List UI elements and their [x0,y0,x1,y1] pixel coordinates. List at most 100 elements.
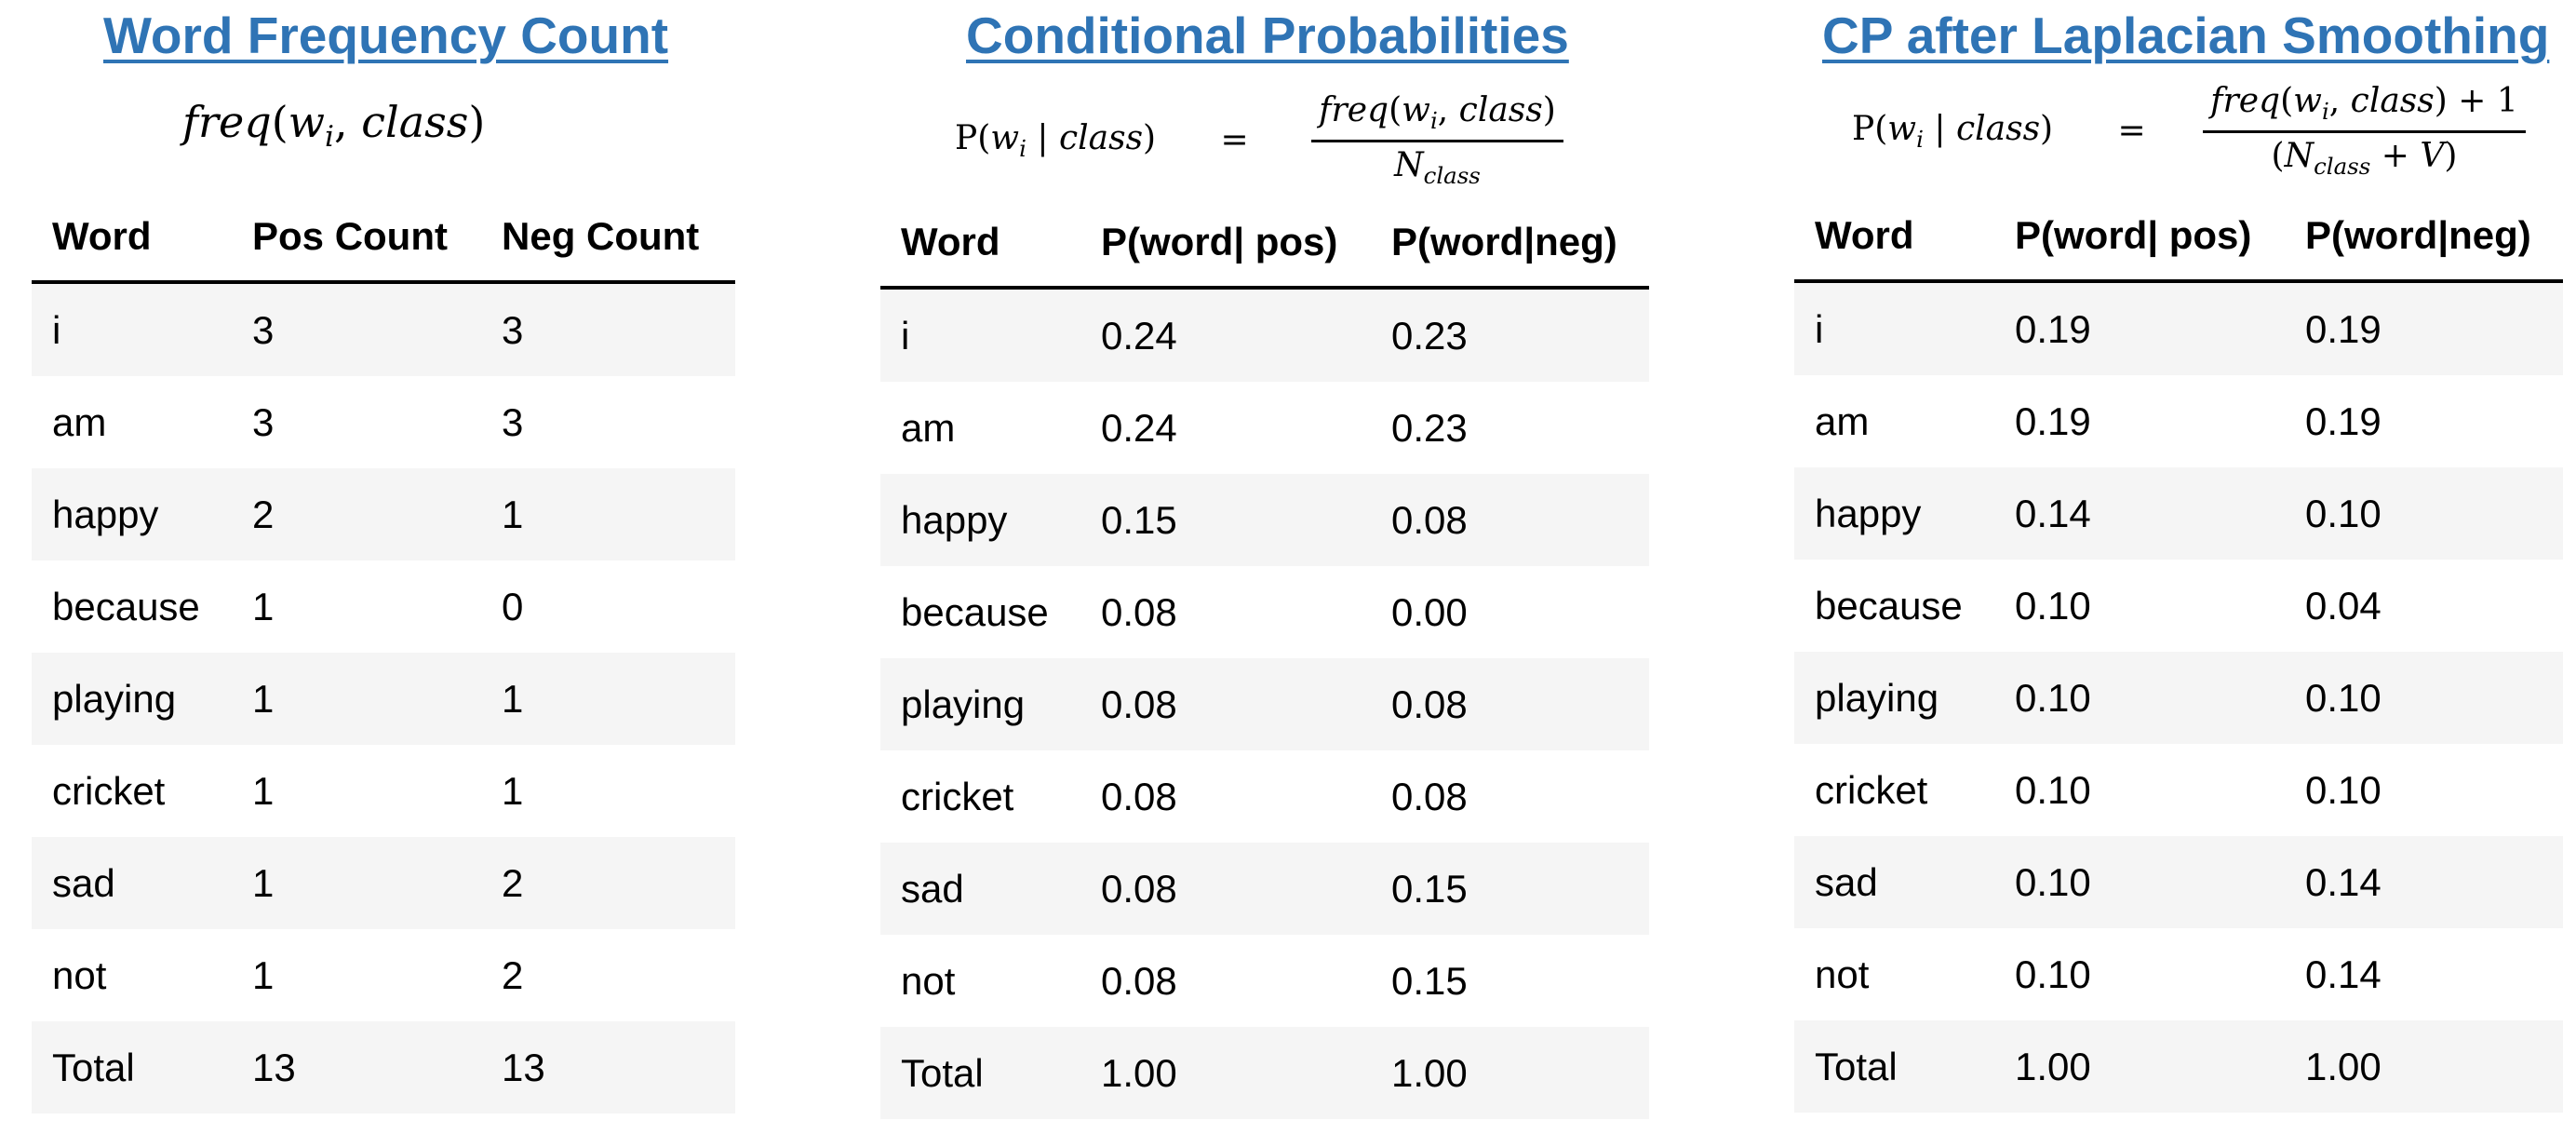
table-cell: 0.23 [1371,288,1649,382]
table-row: because 0.10 0.04 [1794,560,2563,652]
table-cell: 3 [252,399,275,444]
table-cell: playing [1794,652,1994,744]
column-header: Word [880,198,1080,290]
table-cell: 0.10 [2285,467,2563,560]
table-row: happy 0.14 0.10 [1794,467,2563,560]
table-cell: 1 [252,584,275,628]
table-cell: 0 [502,584,524,628]
table-cell: 0.14 [2305,952,2381,996]
table-cell: 0.10 [2015,767,2091,812]
table-cell: i [32,282,232,376]
table-cell: because [901,589,1049,634]
table-cell: 0.10 [2285,652,2563,744]
table-row: Total 1.00 1.00 [1794,1020,2563,1113]
table-cell: 0.19 [2285,281,2563,375]
table-cell: 1 [502,768,524,813]
table-row: not 0.10 0.14 [1794,928,2563,1020]
table-row: sad 1 2 [32,837,735,929]
table-cell: 0.10 [2305,767,2381,812]
table-row: sad 0.10 0.14 [1794,836,2563,928]
table-cell: 3 [481,282,735,376]
table-cell: not [901,958,956,1003]
panel-title-laplacian-smoothing: CP after Laplacian Smoothing [1822,7,2550,64]
table-row: sad 0.08 0.15 [880,843,1649,935]
table-cell: 0.04 [2305,583,2381,628]
table-cell: sad [1794,836,1994,928]
table-row: happy 0.15 0.08 [880,474,1649,566]
table-cell: sad [32,837,232,929]
table-cell: 13 [232,1021,481,1114]
column-header: P(word| pos) [1994,192,2285,283]
table-cell: 2 [232,468,481,560]
table-cell: happy [1794,467,1994,560]
table-cell: 0.19 [2305,398,2381,443]
table-cell: 0.15 [1080,474,1371,566]
table-header-row: Word P(word| pos) P(word|neg) [1794,192,2563,283]
table-word-frequency: Word Pos Count Neg Count i 3 3 am 3 3 happy 2 1 bec… [32,193,735,1114]
table-cell: Total [32,1021,232,1114]
table-cell: 0.08 [1101,589,1177,634]
table-cell: playing [880,658,1080,750]
table-cell: 0.08 [1080,658,1371,750]
table-cell: Total [1794,1020,1994,1113]
table-cell: 2 [502,952,524,997]
table-cell: 0.08 [1101,774,1177,818]
table-cell: 1 [252,768,275,813]
formula-freq: freq(wi, class) [182,97,486,155]
table-cell: 0.14 [1994,467,2285,560]
table-row: i 0.19 0.19 [1794,281,2563,375]
column-header: Pos Count [232,193,481,284]
table-cell: i [1794,281,1994,375]
table-cell: 0.10 [2015,583,2091,628]
table-cell: 0.08 [1080,843,1371,935]
table-row: playing 0.10 0.10 [1794,652,2563,744]
table-row: because 0.08 0.00 [880,566,1649,658]
panel-title-conditional-probabilities: Conditional Probabilities [966,7,1569,64]
table-row: Total 13 13 [32,1021,735,1114]
table-conditional-probabilities: Word P(word| pos) P(word|neg) i 0.24 0.23 am 0… [880,198,1649,1119]
formula-conditional-probability: P(wi | class) = freq(wi, class) Nclass [955,91,1563,189]
table-cell: 0.08 [1371,658,1649,750]
table-cell: happy [32,468,232,560]
column-header: Word [32,193,232,284]
table-row: playing 0.08 0.08 [880,658,1649,750]
table-row: am 0.19 0.19 [1794,375,2563,467]
table-row: not 1 2 [32,929,735,1021]
table-cell: 1 [252,952,275,997]
table-row: playing 1 1 [32,653,735,745]
column-header: P(word|neg) [1371,198,1649,290]
table-cell: am [1815,398,1870,443]
table-cell: sad [880,843,1080,935]
table-cell: 0.15 [1391,958,1468,1003]
table-cell: 0.00 [1391,589,1468,634]
table-cell: 0.24 [1101,405,1177,450]
table-cell: because [1815,583,1963,628]
table-cell: 1 [481,653,735,745]
table-cell: am [901,405,956,450]
table-cell: am [52,399,107,444]
table-cell: 0.23 [1391,405,1468,450]
table-row: i 0.24 0.23 [880,288,1649,382]
table-cell: 1 [232,837,481,929]
table-cell: 1.00 [1371,1027,1649,1119]
table-cell: playing [32,653,232,745]
column-header: P(word| pos) [1080,198,1371,290]
column-header: Neg Count [481,193,735,284]
table-cell: 0.14 [2285,836,2563,928]
table-cell: 0.24 [1080,288,1371,382]
table-header-row: Word Pos Count Neg Count [32,193,735,284]
table-cell: 1.00 [1994,1020,2285,1113]
table-cell: 3 [232,282,481,376]
panel-title-word-frequency: Word Frequency Count [103,7,669,64]
table-cell: 0.08 [1371,474,1649,566]
table-cell: because [52,584,200,628]
column-header: Word [1794,192,1994,283]
column-header: P(word|neg) [2285,192,2563,283]
table-row: Total 1.00 1.00 [880,1027,1649,1119]
table-cell: 0.10 [2015,952,2091,996]
table-cell: 3 [502,399,524,444]
table-cell: cricket [901,774,1014,818]
table-row: cricket 1 1 [32,745,735,837]
table-cell: Total [880,1027,1080,1119]
